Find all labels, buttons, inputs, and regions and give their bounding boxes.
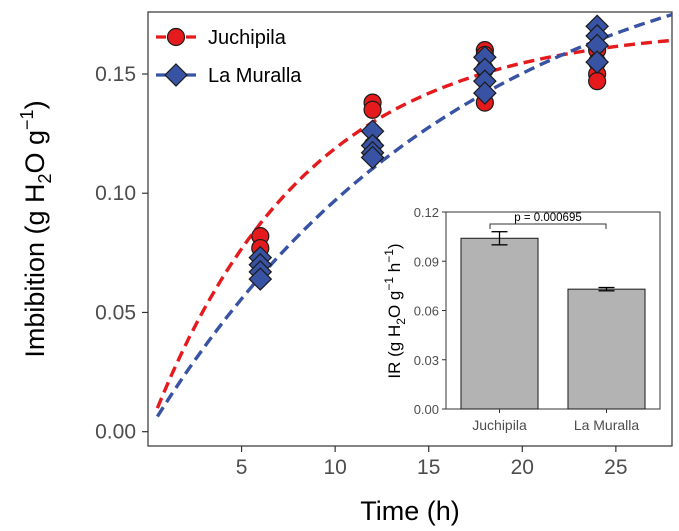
p-value-label: p = 0.000695 bbox=[514, 212, 581, 224]
significance-bracket bbox=[489, 223, 607, 229]
inset-y-axis-title: IR (g H2O g−1 h−1) bbox=[382, 243, 408, 378]
significance-annotation: p = 0.000695 bbox=[489, 212, 607, 229]
x-tick-label: 10 bbox=[323, 456, 346, 479]
inset-y-tick-label: 0.03 bbox=[414, 353, 439, 368]
inset-y-axis: 0.00 0.03 0.06 0.09 0.12 bbox=[414, 205, 446, 417]
point-la-muralla bbox=[585, 50, 609, 74]
inset-x-tick-label: La Muralla bbox=[574, 417, 640, 433]
inset-plot: 0.00 0.03 0.06 0.09 0.12 Juchipila La Muralla… bbox=[380, 182, 666, 444]
point-juchipila bbox=[588, 72, 607, 91]
legend-marker-juchipila bbox=[166, 27, 186, 47]
inset-y-tick-label: 0.09 bbox=[414, 254, 439, 269]
x-tick-label: 20 bbox=[511, 456, 534, 479]
legend-label-la-muralla: La Muralla bbox=[208, 65, 302, 87]
inset-x-axis: Juchipila La Muralla bbox=[472, 409, 639, 433]
y-tick-label: 0.10 bbox=[95, 182, 136, 205]
legend-label-juchipila: Juchipila bbox=[208, 27, 287, 49]
inset-x-tick-label: Juchipila bbox=[472, 417, 527, 433]
x-tick-label: 25 bbox=[604, 456, 627, 479]
fit-curves bbox=[155, 12, 673, 418]
y-tick-label: 0.05 bbox=[95, 301, 136, 324]
bar-juchipila bbox=[460, 237, 539, 410]
x-axis-title: Time (h) bbox=[360, 496, 460, 526]
y-tick-label: 0.15 bbox=[95, 63, 136, 86]
bar-la-muralla bbox=[567, 288, 646, 410]
fit-curve-juchipila bbox=[155, 38, 673, 409]
y-axis: 0.00 0.05 0.10 0.15 bbox=[95, 63, 148, 444]
y-tick-label: 0.00 bbox=[95, 421, 136, 444]
legend-marker-la-muralla bbox=[164, 63, 188, 87]
inset-y-tick-label: 0.12 bbox=[414, 205, 439, 220]
fit-curve-la-muralla bbox=[155, 12, 673, 418]
x-tick-label: 5 bbox=[236, 456, 248, 479]
data-points bbox=[248, 14, 609, 291]
point-la-muralla bbox=[248, 267, 273, 291]
inset-y-tick-label: 0.00 bbox=[414, 402, 439, 417]
x-axis: 5 10 15 20 25 bbox=[236, 446, 628, 479]
inset-bars bbox=[460, 231, 646, 410]
point-la-muralla bbox=[473, 81, 497, 105]
point-juchipila bbox=[363, 100, 382, 119]
point-la-muralla bbox=[360, 145, 385, 170]
legend: Juchipila La Muralla bbox=[156, 27, 302, 87]
y-axis-title: Imbibition (g H2O g−1) bbox=[17, 100, 55, 357]
inset-y-tick-label: 0.06 bbox=[414, 304, 439, 319]
x-tick-label: 15 bbox=[417, 456, 440, 479]
